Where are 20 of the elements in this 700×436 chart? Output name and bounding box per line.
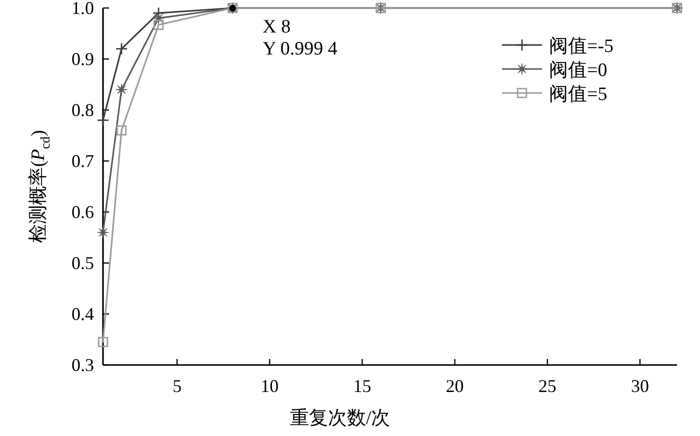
annotation: X 8 Y 0.999 4 — [229, 4, 338, 60]
x-tick-label: 25 — [538, 376, 556, 396]
y-tick-label: 0.9 — [72, 49, 94, 69]
x-axis-title: 重复次数/次 — [290, 408, 390, 429]
y-tick-label: 0.8 — [72, 100, 94, 120]
y-tick-label: 0.4 — [72, 304, 94, 324]
legend-label: 阀值=5 — [549, 84, 608, 105]
x-tick-label: 20 — [446, 376, 464, 396]
x-tick-label: 30 — [630, 376, 649, 396]
y-tick-label: 1.0 — [72, 0, 94, 18]
legend-label: 阀值=0 — [549, 60, 608, 81]
y-tick-label: 0.5 — [72, 253, 94, 273]
x-tick-label: 10 — [260, 376, 279, 396]
y-tick-label: 0.3 — [72, 355, 94, 375]
legend-label: 阀值=-5 — [549, 36, 614, 57]
x-tick-label: 15 — [353, 376, 372, 396]
y-tick-label: 0.6 — [72, 202, 94, 222]
annotation: X 8 Y 0.999 4 — [262, 16, 338, 60]
x-tick-label: 5 — [172, 376, 182, 396]
y-tick-label: 0.7 — [72, 151, 94, 171]
